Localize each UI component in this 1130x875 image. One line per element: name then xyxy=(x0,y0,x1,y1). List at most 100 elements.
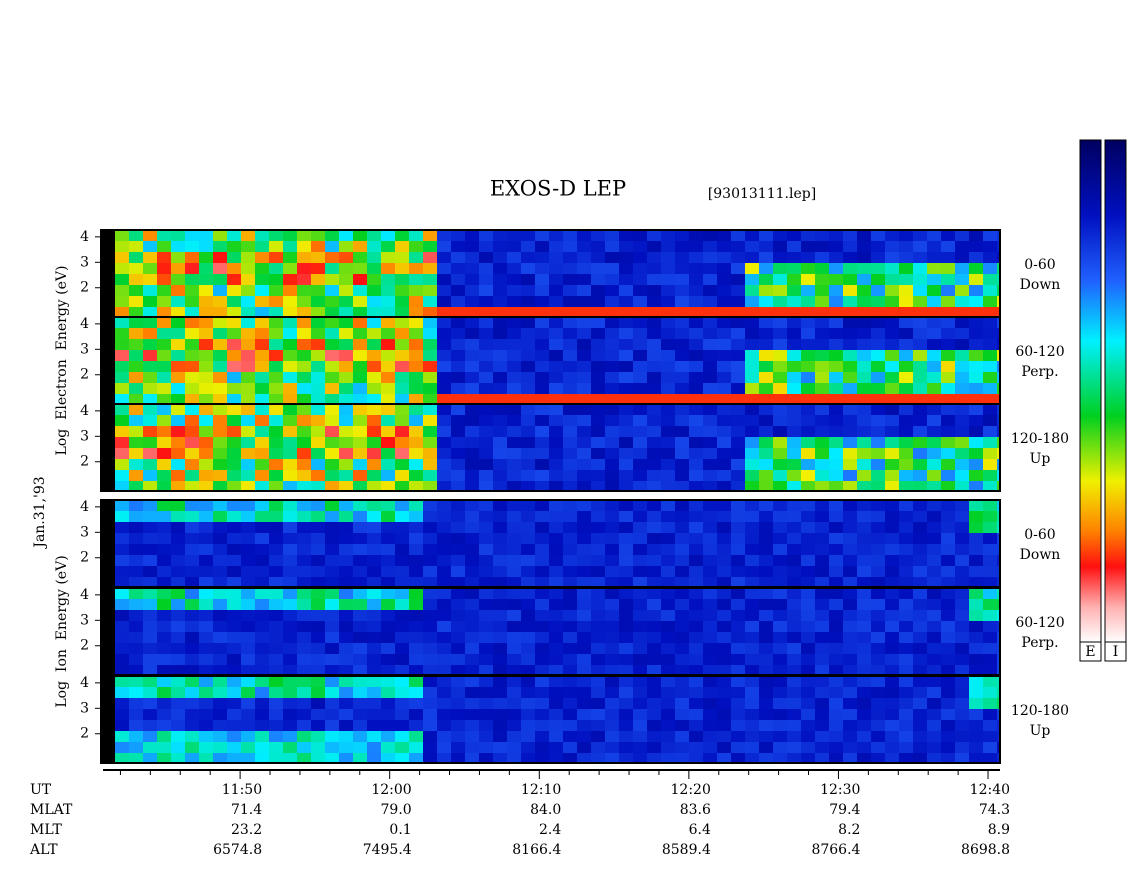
spectrogram-cell xyxy=(871,296,885,307)
spectrogram-cell xyxy=(269,687,283,698)
spectrogram-cell xyxy=(353,676,367,687)
spectrogram-cell xyxy=(997,687,1000,698)
spectrogram-cell xyxy=(829,296,843,307)
spectrogram-cell xyxy=(283,448,297,459)
spectrogram-cell xyxy=(955,307,969,317)
spectrogram-cell xyxy=(479,415,493,426)
spectrogram-cell xyxy=(241,566,255,577)
spectrogram-cell xyxy=(801,742,815,753)
spectrogram-cell xyxy=(619,566,633,577)
spectrogram-cell xyxy=(199,328,213,339)
spectrogram-cell xyxy=(339,698,353,709)
spectrogram-cell xyxy=(619,731,633,742)
spectrogram-cell xyxy=(227,481,241,491)
spectrogram-cell xyxy=(619,328,633,339)
spectrogram-cell xyxy=(969,350,983,361)
spectrogram-cell xyxy=(479,522,493,533)
spectrogram-cell xyxy=(507,511,521,522)
y-tick-label: 2 xyxy=(80,280,89,296)
spectrogram-cell xyxy=(983,632,997,643)
spectrogram-cell xyxy=(227,676,241,687)
spectrogram-cell xyxy=(367,577,381,587)
spectrogram-cell xyxy=(955,350,969,361)
spectrogram-cell xyxy=(171,296,185,307)
spectrogram-cell xyxy=(185,372,199,383)
spectrogram-cell xyxy=(339,709,353,720)
spectrogram-cell xyxy=(717,274,731,285)
spectrogram-cell xyxy=(815,643,829,654)
spectrogram-cell xyxy=(213,339,227,350)
spectrogram-cell xyxy=(227,317,241,328)
spectrogram-cell xyxy=(143,588,157,599)
spectrogram-cell xyxy=(591,230,605,241)
spectrogram-cell xyxy=(241,426,255,437)
spectrogram-cell xyxy=(409,522,423,533)
spectrogram-cell xyxy=(815,731,829,742)
spectrogram-cell xyxy=(157,742,171,753)
spectrogram-cell xyxy=(129,339,143,350)
spectrogram-cell xyxy=(703,544,717,555)
spectrogram-cell xyxy=(745,339,759,350)
spectrogram-cell xyxy=(213,720,227,731)
spectrogram-cell xyxy=(745,230,759,241)
spectrogram-cell xyxy=(857,687,871,698)
spectrogram-cell xyxy=(115,720,129,731)
spectrogram-cell xyxy=(311,274,325,285)
spectrogram-cell xyxy=(423,481,437,491)
spectrogram-cell xyxy=(143,307,157,317)
ephemeris-value: 8.2 xyxy=(838,822,860,838)
spectrogram-cell xyxy=(381,307,395,317)
spectrogram-cell xyxy=(269,500,283,511)
spectrogram-cell xyxy=(899,632,913,643)
spectrogram-cell xyxy=(199,687,213,698)
spectrogram-cell xyxy=(801,470,815,481)
spectrogram-cell xyxy=(157,372,171,383)
spectrogram-cell xyxy=(633,577,647,587)
spectrogram-cell xyxy=(451,731,465,742)
spectrogram-cell xyxy=(843,470,857,481)
spectrogram-cell xyxy=(969,426,983,437)
spectrogram-cell xyxy=(549,328,563,339)
spectrogram-cell xyxy=(913,621,927,632)
spectrogram-cell xyxy=(661,481,675,491)
spectrogram-cell xyxy=(969,654,983,665)
spectrogram-cell xyxy=(185,404,199,415)
spectrogram-cell xyxy=(409,470,423,481)
spectrogram-cell xyxy=(241,459,255,470)
spectrogram-cell xyxy=(563,676,577,687)
spectrogram-cell xyxy=(563,610,577,621)
spectrogram-cell xyxy=(675,621,689,632)
spectrogram-cell xyxy=(241,555,255,566)
spectrogram-cell xyxy=(563,566,577,577)
spectrogram-cell xyxy=(661,241,675,252)
spectrogram-cell xyxy=(395,599,409,610)
spectrogram-cell xyxy=(339,610,353,621)
spectrogram-cell xyxy=(157,544,171,555)
spectrogram-cell xyxy=(801,481,815,491)
spectrogram-cell xyxy=(745,274,759,285)
spectrogram-cell xyxy=(577,307,591,317)
spectrogram-cell xyxy=(479,339,493,350)
spectrogram-cell xyxy=(521,500,535,511)
spectrogram-cell xyxy=(255,241,269,252)
spectrogram-cell xyxy=(829,426,843,437)
spectrogram-cell xyxy=(493,307,507,317)
spectrogram-cell xyxy=(437,350,451,361)
spectrogram-cell xyxy=(283,437,297,448)
spectrogram-cell xyxy=(521,698,535,709)
spectrogram-cell xyxy=(241,588,255,599)
spectrogram-cell xyxy=(955,698,969,709)
spectrogram-cell xyxy=(969,577,983,587)
spectrogram-cell xyxy=(465,555,479,566)
spectrogram-cell xyxy=(535,742,549,753)
spectrogram-cell xyxy=(465,328,479,339)
spectrogram-cell xyxy=(213,274,227,285)
spectrogram-cell xyxy=(885,676,899,687)
spectrogram-cell xyxy=(815,361,829,372)
spectrogram-cell xyxy=(563,742,577,753)
spectrogram-cell xyxy=(395,350,409,361)
spectrogram-cell xyxy=(409,350,423,361)
spectrogram-cell xyxy=(633,285,647,296)
spectrogram-cell xyxy=(143,621,157,632)
spectrogram-cell xyxy=(325,577,339,587)
